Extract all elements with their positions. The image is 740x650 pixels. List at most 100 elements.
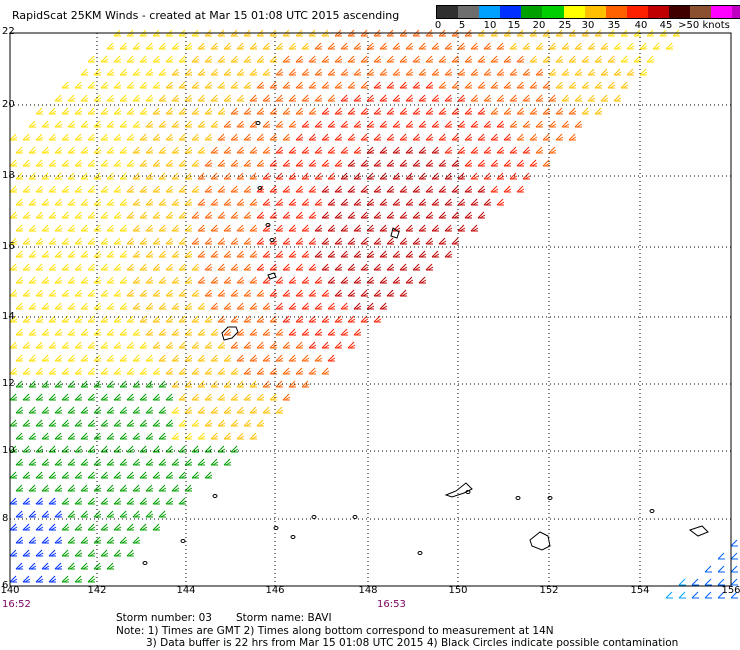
wind-barb <box>256 393 265 401</box>
wind-barb <box>54 536 63 544</box>
wind-barb <box>301 120 310 128</box>
wind-barb <box>119 68 128 76</box>
wind-barb <box>704 578 712 586</box>
lon-label: 144 <box>176 585 196 596</box>
wind-barb <box>581 55 590 63</box>
wind-barb <box>288 250 297 258</box>
wind-barb <box>165 55 174 63</box>
wind-barb <box>282 393 291 401</box>
wind-barb <box>139 237 148 245</box>
wind-barb <box>171 380 180 388</box>
wind-barb <box>93 276 102 284</box>
wind-barb <box>67 302 76 310</box>
wind-barb <box>256 289 265 297</box>
wind-barb <box>314 94 323 102</box>
wind-barb <box>132 484 141 492</box>
wind-barb <box>61 289 70 297</box>
wind-barb <box>288 172 297 180</box>
wind-barb <box>379 224 388 232</box>
wind-barb <box>126 445 135 453</box>
wind-barb <box>87 81 96 89</box>
wind-barb <box>80 406 89 414</box>
wind-barb <box>74 393 83 401</box>
wind-barb <box>529 107 538 115</box>
wind-barb <box>210 276 219 284</box>
wind-barb <box>288 198 297 206</box>
wind-barb <box>223 458 232 466</box>
wind-barb <box>516 133 525 141</box>
wind-barb <box>139 211 148 219</box>
wind-barb <box>132 406 141 414</box>
wind-barb <box>9 237 18 245</box>
wind-barb <box>282 159 291 167</box>
wind-barb <box>223 276 232 284</box>
note-line-2: 3) Data buffer is 22 hrs from Mar 15 01:… <box>146 637 679 649</box>
wind-barb <box>41 120 50 128</box>
wind-barb <box>347 263 356 271</box>
wind-barb <box>145 510 154 518</box>
wind-barb <box>54 302 63 310</box>
wind-barb <box>132 328 141 336</box>
wind-barb <box>613 42 622 50</box>
wind-barb <box>152 133 161 141</box>
wind-barb <box>620 81 629 89</box>
wind-barb <box>93 380 102 388</box>
wind-barb <box>197 328 206 336</box>
lon-label: 140 <box>0 585 20 596</box>
wind-barb <box>288 42 297 50</box>
wind-barb <box>41 432 50 440</box>
wind-barb <box>119 406 128 414</box>
island-outline <box>180 539 186 543</box>
wind-barb <box>197 120 206 128</box>
wind-barb <box>87 497 96 505</box>
wind-barb <box>210 250 219 258</box>
wind-barb <box>353 68 362 76</box>
wind-barb <box>217 237 226 245</box>
wind-barb <box>301 354 310 362</box>
wind-barb <box>457 68 466 76</box>
wind-barb <box>145 276 154 284</box>
wind-barb <box>67 354 76 362</box>
wind-barb <box>152 393 161 401</box>
wind-barb <box>67 458 76 466</box>
wind-barb <box>438 55 447 63</box>
wind-barb <box>132 146 141 154</box>
wind-barb <box>93 224 102 232</box>
wind-barb <box>704 591 712 599</box>
wind-barb <box>54 510 63 518</box>
wind-barb <box>347 289 356 297</box>
wind-barb <box>249 42 258 50</box>
wind-barb <box>113 185 122 193</box>
wind-barb <box>35 497 44 505</box>
wind-barb <box>145 94 154 102</box>
wind-barb <box>67 94 76 102</box>
wind-barb <box>171 458 180 466</box>
wind-barb <box>132 120 141 128</box>
wind-barb <box>119 146 128 154</box>
wind-barb <box>191 263 200 271</box>
wind-barb <box>353 146 362 154</box>
wind-barb <box>516 159 525 167</box>
wind-barb <box>22 211 31 219</box>
wind-barb <box>327 354 336 362</box>
wind-barb <box>165 81 174 89</box>
wind-barb <box>444 172 453 180</box>
wind-barb <box>106 224 115 232</box>
wind-barb <box>113 55 122 63</box>
wind-barb <box>217 367 226 375</box>
wind-barb <box>353 328 362 336</box>
wind-barb <box>236 198 245 206</box>
wind-barb <box>301 276 310 284</box>
wind-barb <box>373 315 382 323</box>
island-outline <box>212 494 218 498</box>
wind-barb <box>48 185 57 193</box>
wind-barb <box>223 406 232 414</box>
wind-barb <box>223 250 232 258</box>
wind-barb <box>139 419 148 427</box>
wind-barb <box>249 224 258 232</box>
wind-barb <box>262 198 271 206</box>
wind-barb <box>158 276 167 284</box>
wind-barb <box>594 107 603 115</box>
wind-barb <box>379 42 388 50</box>
wind-barb <box>379 146 388 154</box>
